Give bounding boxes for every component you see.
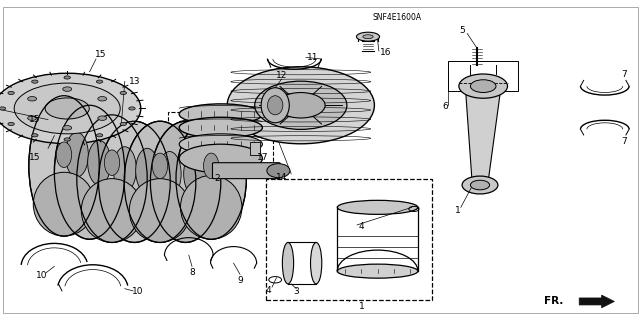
Text: SNF4E1600A: SNF4E1600A — [372, 13, 421, 22]
Ellipse shape — [77, 115, 147, 242]
Ellipse shape — [255, 81, 347, 130]
Circle shape — [63, 87, 72, 91]
Ellipse shape — [129, 179, 191, 242]
Ellipse shape — [179, 144, 262, 173]
Text: 1: 1 — [455, 206, 460, 215]
Text: 5: 5 — [460, 26, 465, 35]
Ellipse shape — [268, 96, 283, 115]
Ellipse shape — [459, 74, 508, 98]
Ellipse shape — [337, 264, 418, 278]
Circle shape — [31, 134, 38, 137]
Ellipse shape — [136, 148, 159, 193]
Ellipse shape — [113, 147, 136, 191]
Text: 11: 11 — [307, 53, 318, 62]
Ellipse shape — [227, 67, 374, 144]
Ellipse shape — [158, 152, 181, 196]
Ellipse shape — [150, 121, 221, 242]
Ellipse shape — [470, 180, 490, 190]
Ellipse shape — [276, 93, 325, 118]
Ellipse shape — [33, 172, 95, 236]
Ellipse shape — [363, 35, 373, 39]
Text: 15: 15 — [29, 115, 41, 124]
Text: 6: 6 — [442, 102, 447, 111]
Text: 12: 12 — [276, 71, 287, 80]
Text: 15: 15 — [95, 50, 107, 59]
Ellipse shape — [470, 80, 496, 93]
Text: 3: 3 — [294, 287, 299, 296]
Text: 9: 9 — [237, 276, 243, 285]
Circle shape — [0, 107, 6, 110]
Text: FR.: FR. — [544, 296, 563, 307]
Text: 2: 2 — [215, 174, 220, 183]
Circle shape — [8, 91, 14, 94]
FancyBboxPatch shape — [212, 163, 280, 179]
Text: 7: 7 — [621, 70, 627, 78]
Circle shape — [31, 80, 38, 83]
Ellipse shape — [180, 175, 242, 239]
Ellipse shape — [99, 121, 170, 242]
Ellipse shape — [184, 152, 207, 196]
Ellipse shape — [152, 153, 168, 179]
Ellipse shape — [54, 105, 125, 239]
Ellipse shape — [124, 121, 196, 242]
Text: 16: 16 — [380, 48, 391, 57]
Text: 13: 13 — [129, 77, 140, 86]
Ellipse shape — [356, 32, 380, 41]
Text: 1: 1 — [359, 302, 364, 311]
Circle shape — [8, 122, 14, 126]
Ellipse shape — [282, 242, 294, 284]
Circle shape — [120, 91, 127, 94]
Polygon shape — [465, 86, 501, 185]
Ellipse shape — [179, 104, 262, 124]
Bar — [250, 142, 260, 155]
Ellipse shape — [14, 83, 120, 134]
Text: 10: 10 — [132, 287, 143, 296]
Circle shape — [129, 107, 135, 110]
Circle shape — [97, 134, 103, 137]
Ellipse shape — [310, 242, 322, 284]
Circle shape — [98, 97, 107, 101]
Ellipse shape — [65, 132, 88, 177]
Ellipse shape — [104, 150, 120, 175]
Bar — [448, 61, 518, 91]
Circle shape — [28, 97, 36, 101]
Text: 7: 7 — [621, 137, 627, 146]
Ellipse shape — [179, 134, 262, 154]
Text: 4: 4 — [359, 222, 364, 231]
Text: 17: 17 — [257, 153, 268, 162]
Ellipse shape — [29, 96, 99, 236]
Circle shape — [120, 122, 127, 126]
Ellipse shape — [45, 98, 90, 119]
Text: 10: 10 — [36, 271, 47, 280]
Circle shape — [98, 116, 107, 120]
Ellipse shape — [81, 179, 143, 242]
Text: 15: 15 — [29, 153, 41, 162]
Ellipse shape — [462, 176, 498, 194]
Circle shape — [63, 126, 72, 130]
Ellipse shape — [204, 153, 219, 179]
Ellipse shape — [267, 164, 290, 178]
Text: 4: 4 — [266, 286, 271, 295]
Circle shape — [64, 76, 70, 79]
Ellipse shape — [176, 118, 246, 239]
Ellipse shape — [88, 140, 111, 185]
FancyArrow shape — [579, 295, 614, 308]
Ellipse shape — [179, 117, 262, 138]
Text: 8: 8 — [189, 268, 195, 277]
Bar — [266, 179, 432, 300]
Ellipse shape — [261, 88, 289, 123]
Ellipse shape — [0, 73, 141, 144]
Circle shape — [28, 116, 36, 120]
Text: 14: 14 — [276, 173, 287, 182]
Ellipse shape — [337, 200, 418, 214]
Circle shape — [64, 138, 70, 141]
Bar — [168, 112, 273, 174]
Ellipse shape — [56, 142, 72, 167]
Circle shape — [97, 80, 103, 83]
